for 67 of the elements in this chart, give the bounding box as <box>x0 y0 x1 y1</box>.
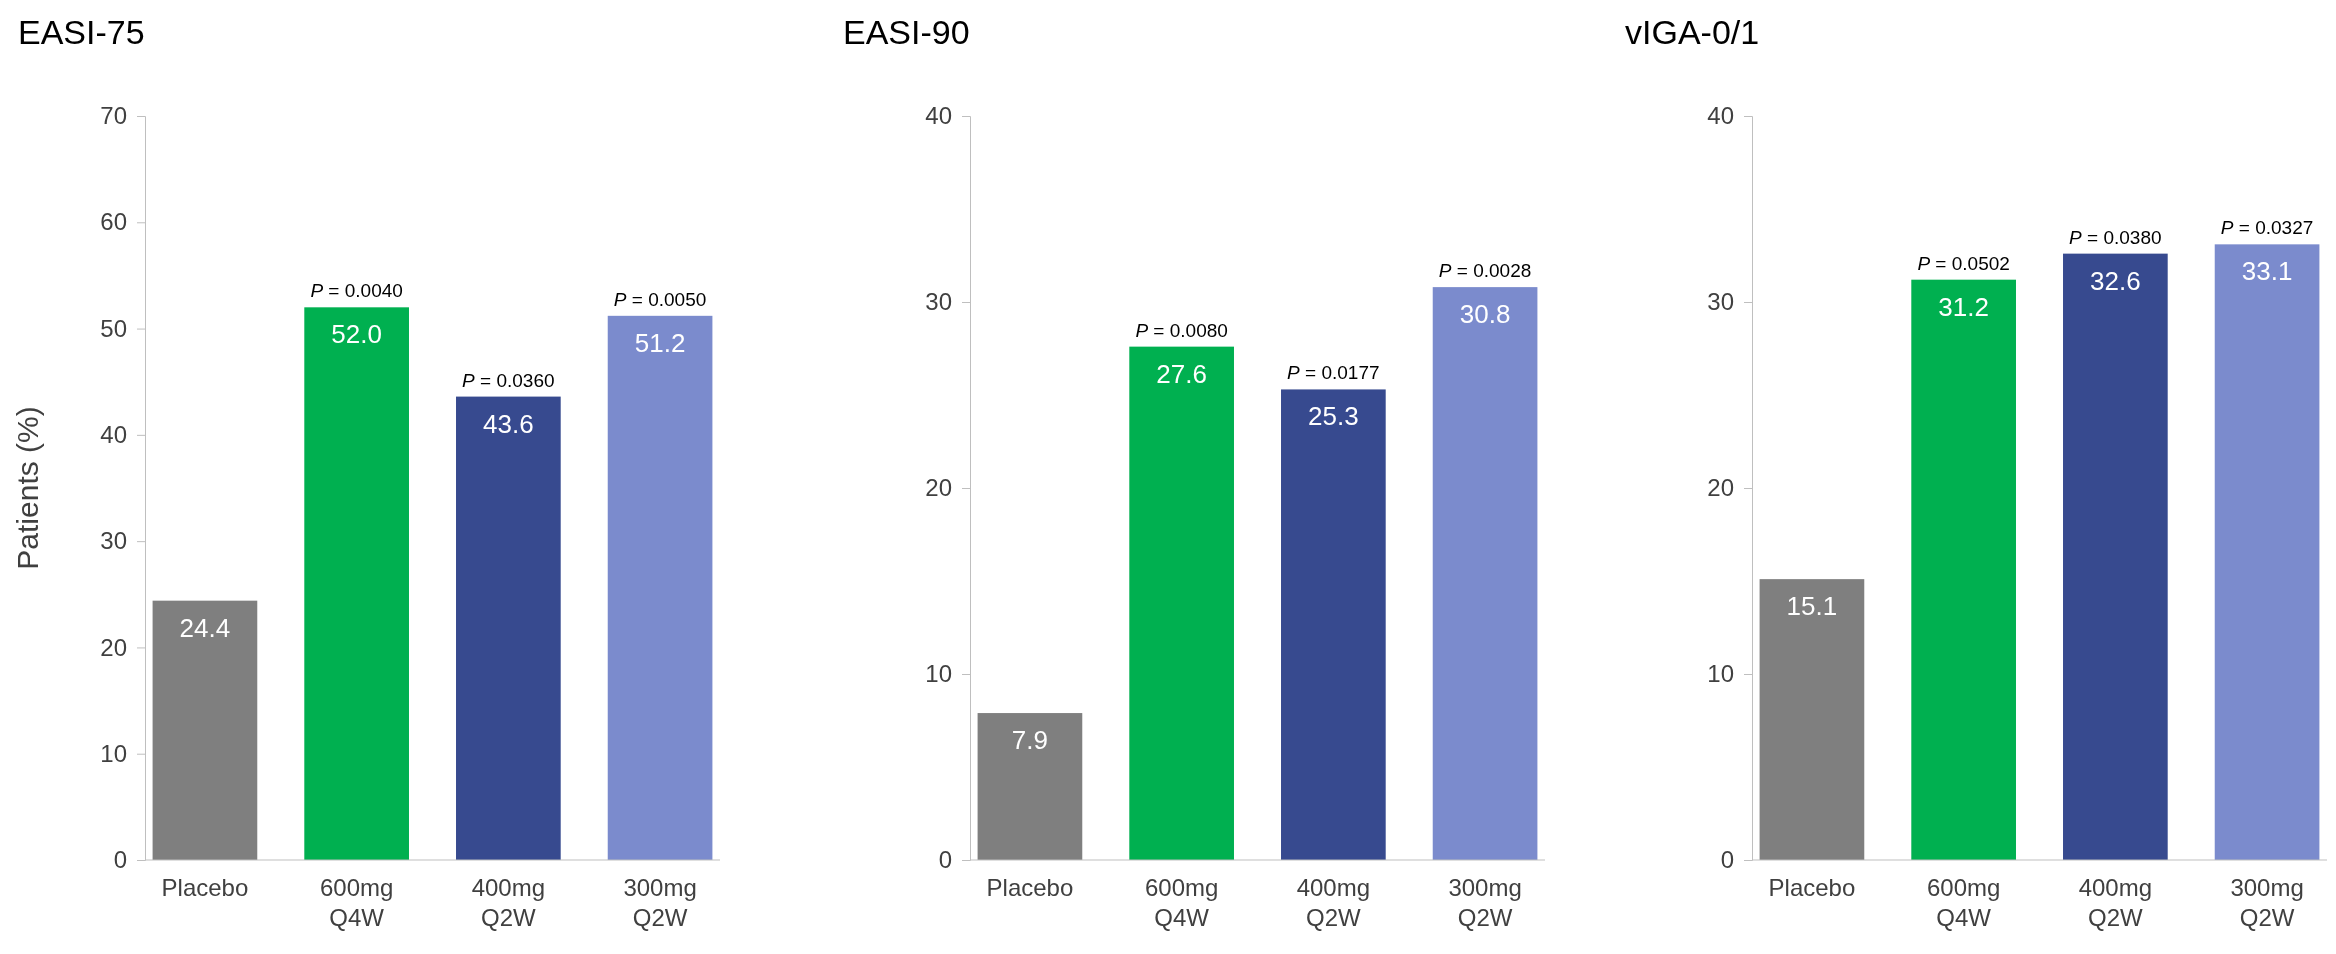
y-axis-title: Patients (%) <box>11 406 44 570</box>
y-tick-label: 10 <box>100 739 127 767</box>
data-label: 7.9 <box>1011 725 1049 756</box>
x-tick-label: 400mg Q2W <box>1296 874 1371 931</box>
y-tick-label: 30 <box>1707 288 1734 316</box>
annotation: P = 0.0040 <box>310 280 403 302</box>
y-tick-label: 20 <box>925 474 952 502</box>
y-tick-label: 0 <box>113 846 127 874</box>
annotation: P = 0.0327 <box>2220 217 2314 239</box>
bar <box>304 307 409 860</box>
bar <box>2063 253 2168 860</box>
bar <box>152 600 258 860</box>
y-tick-label: 20 <box>1707 474 1734 502</box>
chart-title: vIGA-0/1 <box>1625 13 1760 51</box>
x-tick-label: 600mg Q4W <box>1144 874 1219 931</box>
annotation: P = 0.0177 <box>1287 362 1380 384</box>
bar <box>456 396 561 860</box>
data-label: 27.6 <box>1156 358 1207 389</box>
data-label: 33.1 <box>2241 256 2293 287</box>
y-tick-label: 0 <box>938 846 952 874</box>
annotation: P = 0.0502 <box>1917 252 2010 274</box>
bar <box>977 713 1083 860</box>
x-tick-label: 600mg Q4W <box>1926 874 2001 931</box>
y-tick-label: 70 <box>100 102 127 130</box>
x-tick-label: Placebo <box>986 874 1074 901</box>
bar <box>1432 287 1538 860</box>
data-label: 43.6 <box>483 408 534 439</box>
y-tick-label: 60 <box>100 208 127 236</box>
annotation: P = 0.0028 <box>1438 260 1532 282</box>
x-tick-label: 300mg Q2W <box>1448 874 1522 931</box>
annotation: P = 0.0360 <box>462 369 555 391</box>
bar <box>1129 346 1234 860</box>
y-tick-label: 40 <box>925 102 952 130</box>
y-tick-label: 40 <box>1707 102 1734 130</box>
data-label: 15.1 <box>1786 591 1838 622</box>
bar <box>2214 244 2320 860</box>
data-label: 52.0 <box>331 319 382 350</box>
bar <box>1281 389 1386 860</box>
data-label: 51.2 <box>634 327 686 358</box>
x-tick-label: 400mg Q2W <box>471 874 546 931</box>
data-label: 24.4 <box>179 612 231 643</box>
x-tick-label: 300mg Q2W <box>623 874 697 931</box>
bar <box>1759 579 1865 860</box>
x-tick-label: Placebo <box>161 874 249 901</box>
y-tick-label: 10 <box>925 660 952 688</box>
y-tick-label: 10 <box>1707 660 1734 688</box>
y-tick-label: 30 <box>925 288 952 316</box>
data-label: 25.3 <box>1308 401 1359 432</box>
bar <box>607 315 713 860</box>
annotation: P = 0.0080 <box>1135 319 1228 341</box>
annotation: P = 0.0380 <box>2069 226 2162 248</box>
y-tick-label: 20 <box>100 633 127 661</box>
x-tick-label: 300mg Q2W <box>2230 874 2304 931</box>
data-label: 32.6 <box>2090 265 2141 296</box>
data-label: 30.8 <box>1459 299 1511 330</box>
x-tick-label: 600mg Q4W <box>319 874 394 931</box>
bar <box>1911 279 2016 860</box>
data-label: 31.2 <box>1938 291 1989 322</box>
annotation: P = 0.0050 <box>613 288 707 310</box>
x-tick-label: 400mg Q2W <box>2078 874 2153 931</box>
chart-title: EASI-75 <box>18 13 145 51</box>
y-tick-label: 0 <box>1720 846 1734 874</box>
x-tick-label: Placebo <box>1768 874 1856 901</box>
y-tick-label: 50 <box>100 314 127 342</box>
y-tick-label: 40 <box>100 421 127 449</box>
y-tick-label: 30 <box>100 527 127 555</box>
chart-title: EASI-90 <box>843 13 970 51</box>
